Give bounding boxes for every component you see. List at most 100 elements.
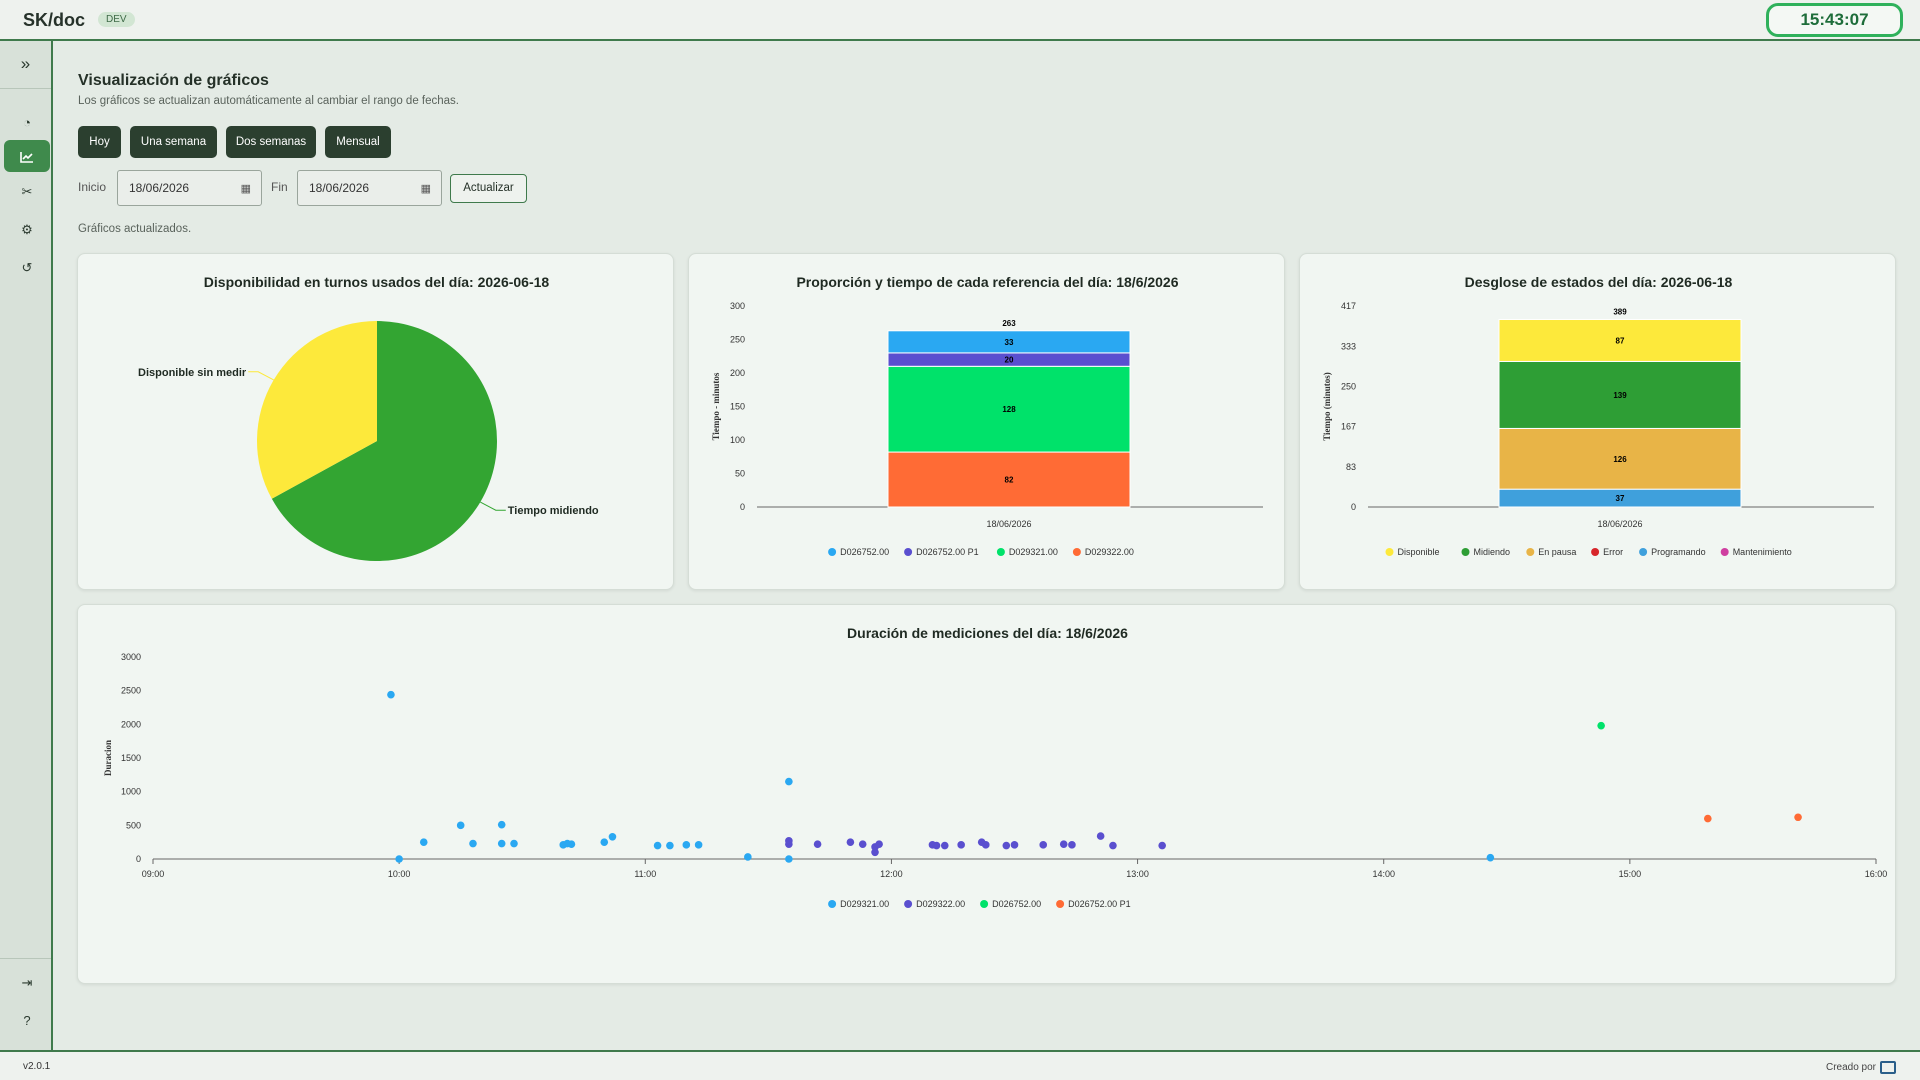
x-tick-label: 12:00 xyxy=(880,869,903,879)
scatter-point xyxy=(785,777,793,786)
y-tick-label: 1500 xyxy=(121,753,141,763)
start-date-label: Inicio xyxy=(78,180,107,194)
refresh-button[interactable]: Actualizar xyxy=(450,174,527,203)
scatter-point xyxy=(1597,721,1605,730)
chart-title: Disponibilidad en turnos usados del día:… xyxy=(204,274,550,290)
y-tick-label: 0 xyxy=(136,854,141,864)
bar-segment xyxy=(1498,318,1742,362)
scatter-point xyxy=(666,841,674,850)
pie-label-line xyxy=(480,501,506,511)
chart-icon[interactable] xyxy=(4,140,50,172)
bar-segment-label: 126 xyxy=(1613,455,1627,464)
help-icon[interactable]: ? xyxy=(23,1013,31,1028)
y-tick-label: 250 xyxy=(1341,381,1356,391)
scatter-point xyxy=(600,838,609,846)
scatter-point xyxy=(694,841,703,849)
legend-label: D026752.00 xyxy=(840,547,889,557)
scatter-point xyxy=(744,853,752,861)
scatter-point xyxy=(932,841,941,850)
tools-icon[interactable]: ✂ xyxy=(21,184,33,199)
scatter-point xyxy=(981,841,990,849)
bar-segment xyxy=(1498,360,1742,429)
x-tick-label: 15:00 xyxy=(1619,869,1642,879)
dashboard-icon[interactable]: ◔ xyxy=(23,115,31,130)
chart-title: Duración de mediciones del día: 18/6/202… xyxy=(847,625,1128,641)
company-logo-icon[interactable] xyxy=(1880,1061,1896,1074)
bar-segment xyxy=(887,451,1131,508)
app-brand[interactable]: SK/doc xyxy=(23,10,86,30)
legend-label: D029321.00 xyxy=(1009,547,1058,557)
availability-pie-card: Disponibilidad en turnos usados del día:… xyxy=(77,253,674,590)
sidebar-toggle-icon[interactable]: » xyxy=(0,41,51,89)
pie-slice-label: Tiempo midiendo xyxy=(508,505,599,517)
scatter-point xyxy=(1010,841,1019,849)
credit-text: Creado por xyxy=(1825,1062,1876,1074)
logout-icon[interactable]: ⇥ xyxy=(21,975,33,990)
page-title: Visualización de gráficos xyxy=(78,72,269,89)
clock: 15:43:07 xyxy=(1766,3,1903,37)
y-tick-label: 150 xyxy=(730,402,745,412)
gear-icon[interactable]: ⚙ xyxy=(21,222,33,237)
end-date-input[interactable]: 18/06/2026 ▦ xyxy=(297,170,442,206)
legend-marker xyxy=(996,548,1005,556)
scatter-point xyxy=(846,838,855,846)
scatter-point xyxy=(419,838,428,846)
scatter-point xyxy=(1794,813,1802,822)
history-icon[interactable]: ↺ xyxy=(21,260,33,275)
main-content: Visualización de gráficos Los gráficos s… xyxy=(53,43,1920,1050)
range-today-button[interactable]: Hoy xyxy=(78,126,121,158)
legend-label: En pausa xyxy=(1538,547,1576,557)
scatter-point xyxy=(940,841,949,850)
scatter-point xyxy=(387,690,395,699)
y-tick-label: 500 xyxy=(126,820,141,830)
references-bar-chart: Proporción y tiempo de cada referencia d… xyxy=(711,274,1263,557)
range-two-weeks-button[interactable]: Dos semanas xyxy=(226,126,316,158)
scatter-point xyxy=(1096,832,1105,840)
durations-scatter-chart: Duración de mediciones del día: 18/6/202… xyxy=(103,625,1887,909)
end-date-value: 18/06/2026 xyxy=(309,181,370,195)
legend-label: Error xyxy=(1603,547,1623,557)
legend-label: D026752.00 P1 xyxy=(1068,899,1131,909)
scatter-point xyxy=(1486,853,1495,862)
calendar-icon[interactable]: ▦ xyxy=(240,183,251,195)
scatter-point xyxy=(469,839,477,848)
y-tick-label: 1000 xyxy=(121,787,141,797)
bar-segment-label: 139 xyxy=(1613,391,1627,400)
bar-segment-label: 82 xyxy=(1005,476,1014,485)
calendar-icon[interactable]: ▦ xyxy=(420,183,431,195)
scatter-point xyxy=(497,839,506,848)
scatter-point xyxy=(395,855,403,863)
pie-slice-label: Disponible sin medir xyxy=(138,367,247,379)
y-tick-label: 83 xyxy=(1346,462,1356,472)
start-date-input[interactable]: 18/06/2026 ▦ xyxy=(117,170,262,206)
credit-label: Creado por xyxy=(1826,1061,1896,1074)
scatter-point xyxy=(871,848,879,857)
legend-marker xyxy=(1639,548,1648,556)
scatter-point xyxy=(1059,840,1068,848)
sidebar: » ◔ ✂ ⚙ ↺ ⇥ ? xyxy=(0,41,53,1050)
x-tick-label: 18/06/2026 xyxy=(1597,519,1642,529)
bar-segment-label: 37 xyxy=(1616,494,1625,503)
legend-marker xyxy=(1591,548,1600,556)
legend-label: Mantenimiento xyxy=(1733,547,1792,557)
y-tick-label: 200 xyxy=(730,368,745,378)
bar-segment xyxy=(1498,427,1742,490)
scatter-point xyxy=(858,840,867,848)
start-date-value: 18/06/2026 xyxy=(129,181,190,195)
x-tick-label: 18/06/2026 xyxy=(986,519,1031,529)
chart-title: Desglose de estados del día: 2026-06-18 xyxy=(1465,274,1733,290)
range-week-button[interactable]: Una semana xyxy=(130,126,217,158)
legend-marker xyxy=(828,548,837,556)
y-tick-label: 333 xyxy=(1341,341,1356,351)
status-message: Gráficos actualizados. xyxy=(78,223,192,235)
y-tick-label: 0 xyxy=(740,502,745,512)
y-tick-label: 0 xyxy=(1351,502,1356,512)
legend-marker xyxy=(1461,548,1470,556)
legend-marker xyxy=(828,900,837,908)
scatter-point xyxy=(1039,841,1048,849)
scatter-point xyxy=(682,841,691,849)
legend-label: D026752.00 P1 xyxy=(916,547,979,557)
y-tick-label: 250 xyxy=(730,335,745,345)
legend-marker xyxy=(1072,548,1081,556)
range-month-button[interactable]: Mensual xyxy=(325,126,391,158)
